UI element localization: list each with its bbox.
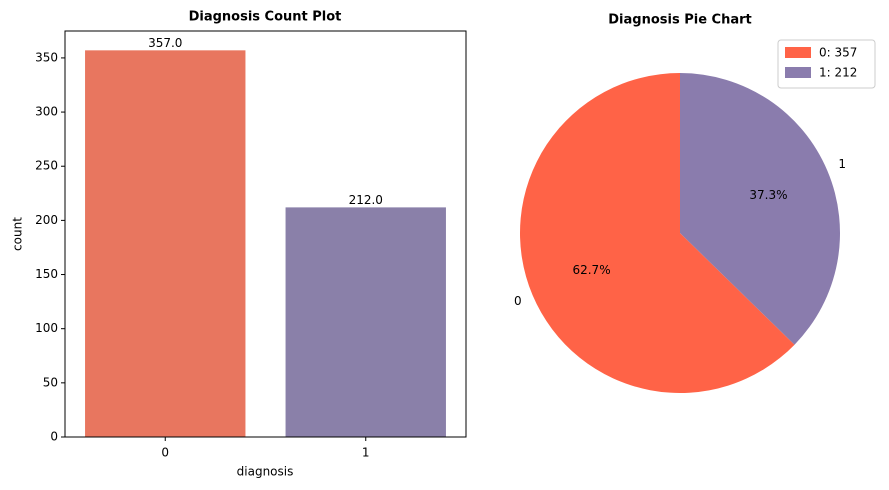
y-axis-label: count	[11, 217, 25, 251]
value-label: 212.0	[349, 193, 383, 207]
x-tick-label: 0	[161, 446, 169, 460]
percent-label: 62.7%	[572, 263, 610, 277]
y-tick-label: 250	[35, 159, 58, 173]
plot-frame	[64, 30, 467, 438]
y-tick-label: 50	[43, 375, 58, 389]
pie-slice	[520, 73, 795, 393]
y-tick-label: 350	[35, 50, 58, 64]
legend-swatch	[785, 67, 811, 78]
y-tick-label: 100	[35, 321, 58, 335]
bar	[85, 50, 246, 437]
y-tick-label: 200	[35, 213, 58, 227]
legend-label: 0: 357	[819, 46, 857, 60]
legend-label: 1: 212	[819, 66, 857, 80]
legend-swatch	[785, 47, 811, 58]
bar	[285, 207, 446, 437]
x-tick-label: 1	[362, 446, 370, 460]
y-tick-label: 300	[35, 105, 58, 119]
chart-title: Diagnosis Count Plot	[189, 10, 342, 25]
y-tick-label: 150	[35, 267, 58, 281]
y-tick-label: 0	[50, 430, 58, 444]
x-axis-label: diagnosis	[237, 465, 294, 479]
chart-title: Diagnosis Pie Chart	[608, 13, 752, 28]
percent-label: 37.3%	[749, 188, 787, 202]
pie-slice	[680, 73, 841, 345]
slice-label: 1	[838, 157, 846, 171]
slice-label: 0	[514, 294, 522, 308]
value-label: 357.0	[148, 36, 182, 50]
